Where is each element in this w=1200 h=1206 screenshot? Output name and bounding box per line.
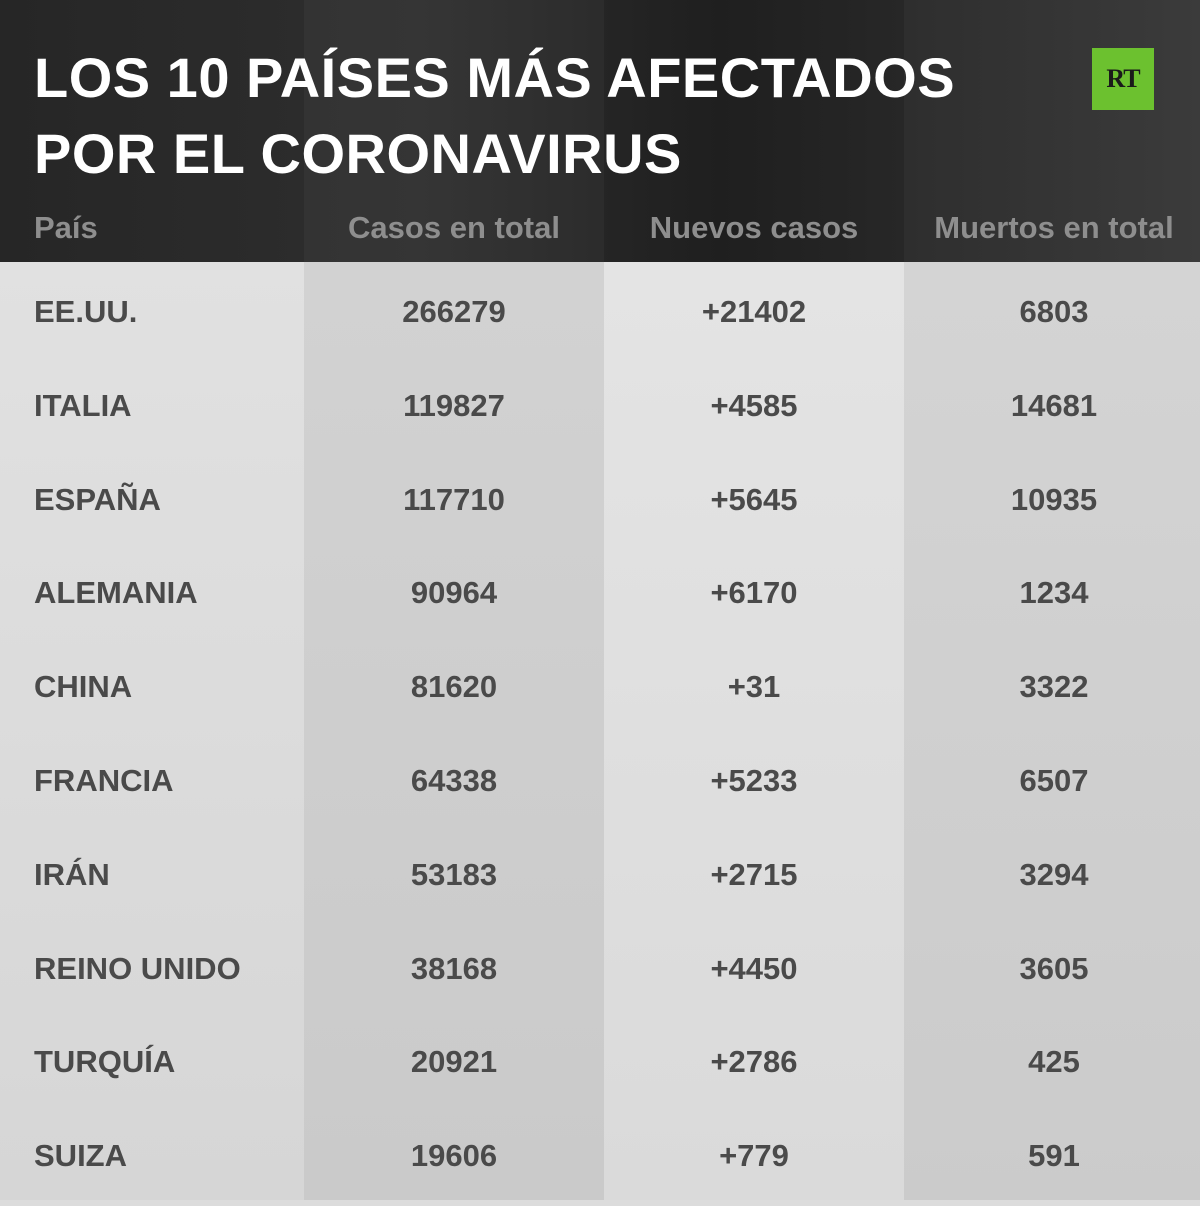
column-band-country xyxy=(0,262,304,1200)
country-cell: ALEMANIA xyxy=(34,575,198,611)
new-cases-cell: +5233 xyxy=(710,763,798,798)
total-cases-cell: 38168 xyxy=(410,950,498,986)
country-cell: IRÁN xyxy=(34,856,110,892)
country-cell: FRANCIA xyxy=(34,763,174,798)
logo-text: RT xyxy=(1106,64,1140,93)
country-cell: REINO UNIDO xyxy=(34,950,241,986)
country-cell: EE.UU. xyxy=(34,294,138,329)
country-cell: CHINA xyxy=(34,669,133,705)
total-deaths-cell: 591 xyxy=(1028,1138,1080,1174)
column-header-country: País xyxy=(34,210,98,245)
total-deaths-cell: 3294 xyxy=(1019,856,1089,892)
new-cases-cell: +6170 xyxy=(710,575,798,611)
column-header-total-deaths: Muertos en total xyxy=(934,210,1174,245)
table-row: FRANCIA 64338 +5233 6507 xyxy=(0,731,1200,825)
column-band-total-cases xyxy=(304,262,604,1200)
total-deaths-cell: 10935 xyxy=(1010,481,1098,517)
column-band-new-cases xyxy=(604,262,904,1200)
total-deaths-cell: 1234 xyxy=(1019,575,1089,611)
new-cases-cell: +2715 xyxy=(710,856,798,892)
table-row: SUIZA 19606 +779 591 xyxy=(0,1106,1200,1200)
country-cell: ESPAÑA xyxy=(34,481,161,517)
table-row: IRÁN 53183 +2715 3294 xyxy=(0,825,1200,919)
table-row: ITALIA 119827 +4585 14681 xyxy=(0,356,1200,450)
page-title: LOS 10 PAÍSES MÁS AFECTADOS POR EL CORON… xyxy=(34,40,955,192)
total-deaths-cell: 14681 xyxy=(1010,387,1098,423)
total-cases-cell: 117710 xyxy=(403,481,505,517)
new-cases-cell: +31 xyxy=(727,669,781,705)
header-banner: LOS 10 PAÍSES MÁS AFECTADOS POR EL CORON… xyxy=(0,0,1200,262)
total-cases-cell: 90964 xyxy=(410,575,498,611)
column-band-total-deaths xyxy=(904,262,1200,1200)
table-row: ALEMANIA 90964 +6170 1234 xyxy=(0,543,1200,637)
rt-logo: RT xyxy=(1092,48,1154,110)
table-row: REINO UNIDO 38168 +4450 3605 xyxy=(0,919,1200,1013)
table-row: ESPAÑA 117710 +5645 10935 xyxy=(0,450,1200,544)
total-deaths-cell: 425 xyxy=(1028,1044,1080,1080)
total-cases-cell: 266279 xyxy=(402,294,506,329)
new-cases-cell: +21402 xyxy=(701,294,807,329)
total-deaths-cell: 6507 xyxy=(1019,763,1089,798)
column-header-total-cases: Casos en total xyxy=(348,210,560,245)
total-deaths-cell: 3605 xyxy=(1019,950,1089,986)
new-cases-cell: +2786 xyxy=(710,1044,798,1080)
total-cases-cell: 81620 xyxy=(410,669,498,705)
title-line-1: LOS 10 PAÍSES MÁS AFECTADOS xyxy=(34,46,956,109)
table-row: TURQUÍA 20921 +2786 425 xyxy=(0,1012,1200,1106)
total-cases-cell: 19606 xyxy=(410,1138,498,1174)
table-row: EE.UU. 266279 +21402 6803 xyxy=(0,262,1200,356)
total-cases-cell: 53183 xyxy=(410,856,498,892)
table-row: CHINA 81620 +31 3322 xyxy=(0,637,1200,731)
new-cases-cell: +4450 xyxy=(710,950,798,986)
column-header-new-cases: Nuevos casos xyxy=(649,210,859,245)
new-cases-cell: +5645 xyxy=(710,481,798,517)
total-cases-cell: 64338 xyxy=(410,763,498,798)
country-cell: ITALIA xyxy=(34,387,132,423)
total-cases-cell: 119827 xyxy=(403,387,505,423)
data-table: EE.UU. 266279 +21402 6803 ITALIA 119827 +4585 1… xyxy=(0,262,1200,1200)
title-line-2: POR EL CORONAVIRUS xyxy=(34,122,682,185)
country-cell: SUIZA xyxy=(34,1138,127,1174)
total-deaths-cell: 6803 xyxy=(1019,294,1089,329)
total-deaths-cell: 3322 xyxy=(1019,669,1089,705)
new-cases-cell: +4585 xyxy=(710,387,798,423)
new-cases-cell: +779 xyxy=(719,1138,789,1174)
total-cases-cell: 20921 xyxy=(410,1044,498,1080)
country-cell: TURQUÍA xyxy=(34,1044,176,1080)
